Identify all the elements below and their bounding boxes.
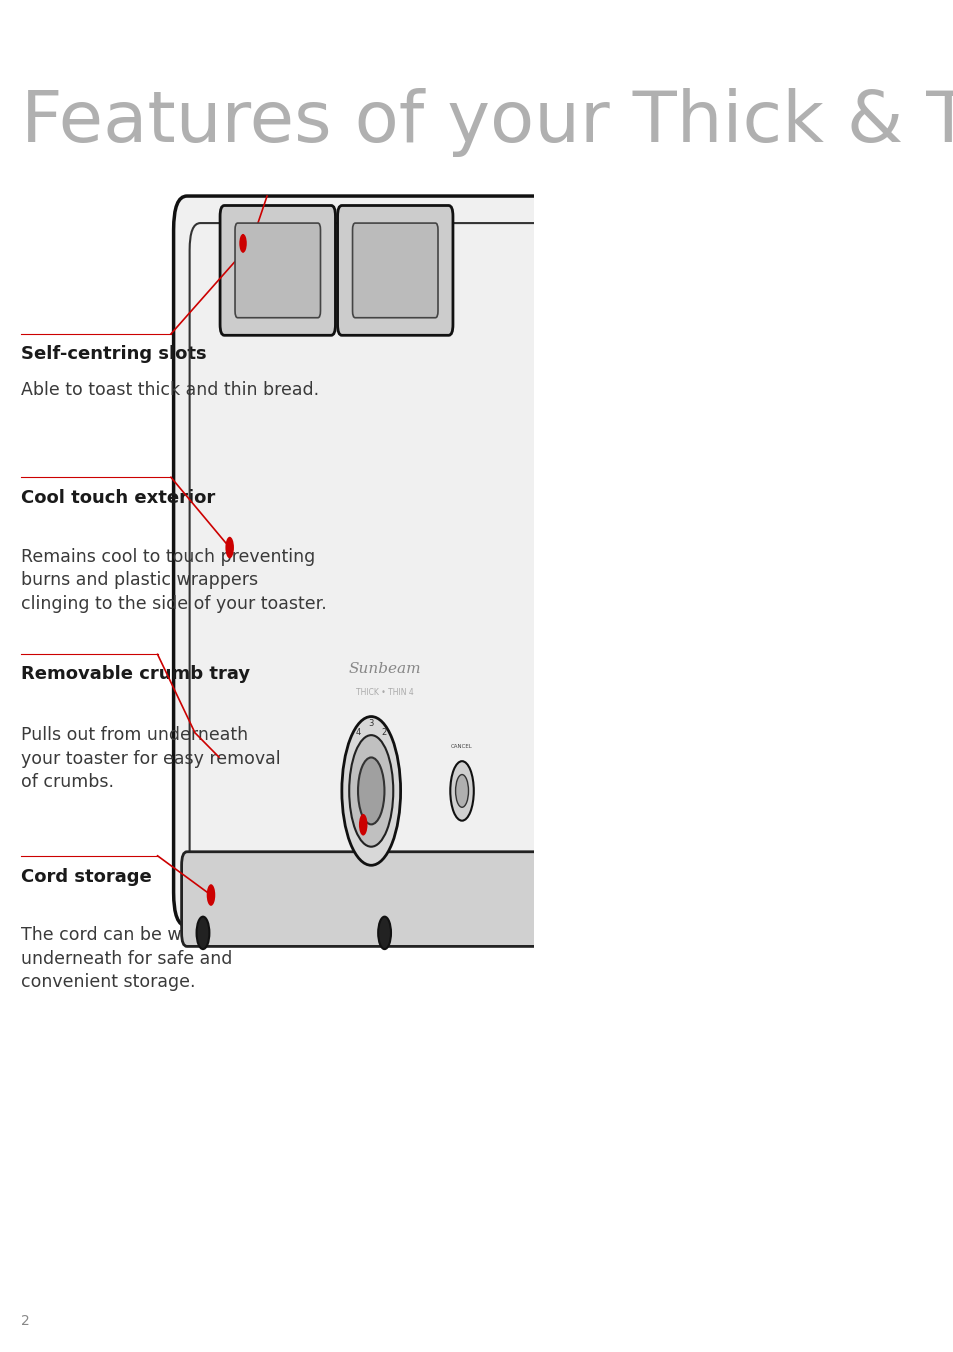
Text: Cool touch exterior: Cool touch exterior: [21, 489, 215, 507]
Circle shape: [358, 814, 367, 836]
Text: 2: 2: [21, 1314, 30, 1328]
Circle shape: [456, 775, 468, 807]
Text: The cord can be wrapped
underneath for safe and
convenient storage.: The cord can be wrapped underneath for s…: [21, 926, 244, 991]
Circle shape: [207, 886, 214, 904]
Text: Sunbeam: Sunbeam: [348, 662, 420, 676]
Text: Cord storage: Cord storage: [21, 868, 152, 886]
Circle shape: [341, 717, 400, 865]
FancyBboxPatch shape: [220, 206, 335, 335]
FancyBboxPatch shape: [181, 852, 539, 946]
Circle shape: [207, 884, 215, 906]
Circle shape: [357, 757, 384, 825]
Circle shape: [450, 761, 474, 821]
Text: Remains cool to touch preventing
burns and plastic wrappers
clinging to the side: Remains cool to touch preventing burns a…: [21, 548, 327, 612]
FancyBboxPatch shape: [173, 196, 558, 926]
Text: 2: 2: [381, 729, 387, 737]
FancyBboxPatch shape: [337, 206, 453, 335]
Text: Able to toast thick and thin bread.: Able to toast thick and thin bread.: [21, 381, 319, 399]
Text: Pulls out from underneath
your toaster for easy removal
of crumbs.: Pulls out from underneath your toaster f…: [21, 726, 281, 791]
FancyBboxPatch shape: [234, 223, 320, 318]
Text: Features of your Thick & Thin 4: Features of your Thick & Thin 4: [21, 88, 953, 157]
Circle shape: [349, 735, 393, 846]
Text: 3: 3: [368, 719, 374, 729]
Text: THICK • THIN 4: THICK • THIN 4: [355, 688, 413, 696]
Circle shape: [377, 917, 391, 949]
Text: CANCEL: CANCEL: [451, 745, 473, 749]
Text: Self-centring slots: Self-centring slots: [21, 345, 207, 362]
Circle shape: [196, 917, 209, 949]
Circle shape: [239, 234, 247, 253]
FancyBboxPatch shape: [353, 223, 437, 318]
Text: Removable crumb tray: Removable crumb tray: [21, 665, 251, 683]
Circle shape: [225, 537, 233, 558]
Text: 4: 4: [355, 729, 360, 737]
